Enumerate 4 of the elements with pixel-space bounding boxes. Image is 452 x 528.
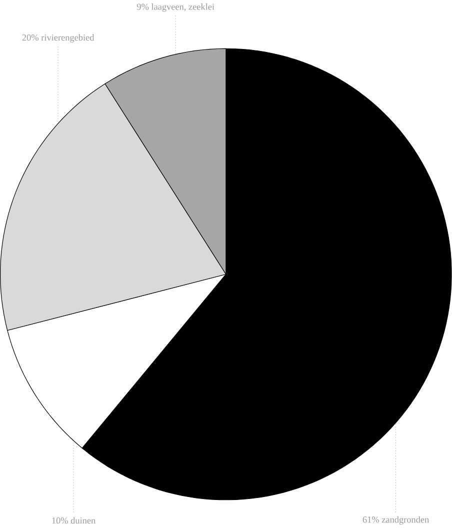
slice-label: 10% duinen bbox=[52, 517, 96, 524]
slice-label: 20% rivierengebied bbox=[22, 34, 94, 43]
slice-label: 61% zandgronden bbox=[362, 516, 430, 525]
slice-label: 9% laagveen, zeeklei bbox=[137, 3, 214, 12]
